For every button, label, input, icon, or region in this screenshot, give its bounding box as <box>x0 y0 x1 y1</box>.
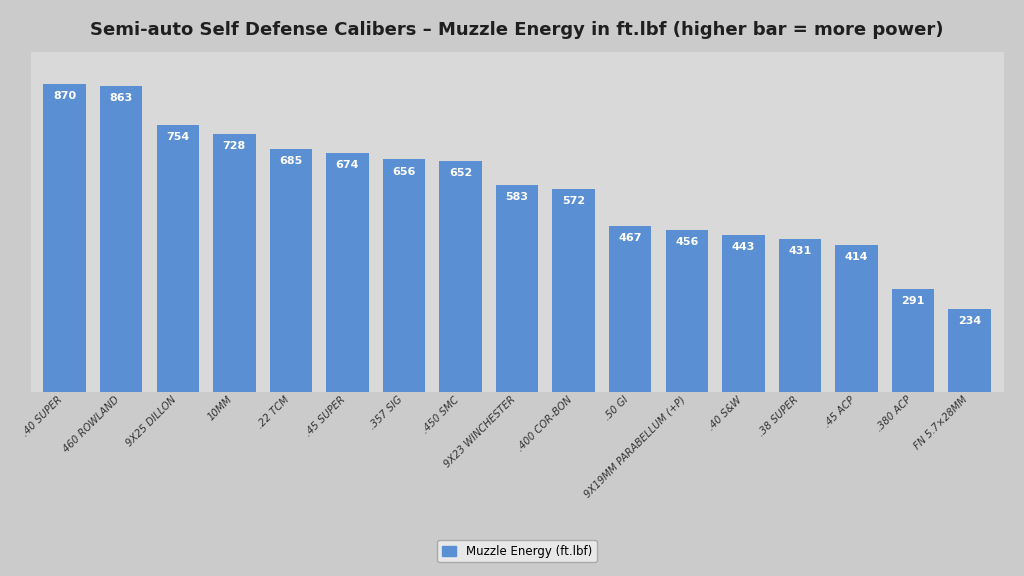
Bar <box>327 153 369 392</box>
Bar <box>100 86 142 392</box>
Text: 443: 443 <box>732 242 755 252</box>
Bar <box>383 160 425 392</box>
Text: 467: 467 <box>618 233 642 244</box>
Bar <box>722 235 765 392</box>
Title: Semi-auto Self Defense Calibers – Muzzle Energy in ft.lbf (higher bar = more pow: Semi-auto Self Defense Calibers – Muzzle… <box>90 21 944 39</box>
Bar <box>553 189 595 392</box>
Bar <box>609 226 651 392</box>
Bar <box>439 161 481 392</box>
Bar <box>836 245 878 392</box>
Text: 754: 754 <box>166 132 189 142</box>
Text: 674: 674 <box>336 160 359 170</box>
Bar <box>892 289 934 392</box>
Text: 652: 652 <box>449 168 472 178</box>
Bar <box>213 134 256 392</box>
Text: 414: 414 <box>845 252 868 262</box>
Legend: Muzzle Energy (ft.lbf): Muzzle Energy (ft.lbf) <box>437 540 597 563</box>
Text: 456: 456 <box>675 237 698 247</box>
Text: 728: 728 <box>222 141 246 151</box>
Text: 234: 234 <box>958 316 981 326</box>
Text: 656: 656 <box>392 166 416 176</box>
Text: 572: 572 <box>562 196 586 206</box>
Bar <box>496 185 539 392</box>
Bar <box>666 230 708 392</box>
Text: 291: 291 <box>901 295 925 306</box>
Text: 685: 685 <box>280 156 302 166</box>
Bar <box>43 84 86 392</box>
Text: 583: 583 <box>506 192 528 202</box>
Text: 870: 870 <box>53 91 76 101</box>
Bar <box>269 149 312 392</box>
Bar <box>948 309 991 392</box>
Bar <box>778 239 821 392</box>
Text: 863: 863 <box>110 93 133 103</box>
Bar <box>157 125 199 392</box>
Text: 431: 431 <box>788 246 812 256</box>
